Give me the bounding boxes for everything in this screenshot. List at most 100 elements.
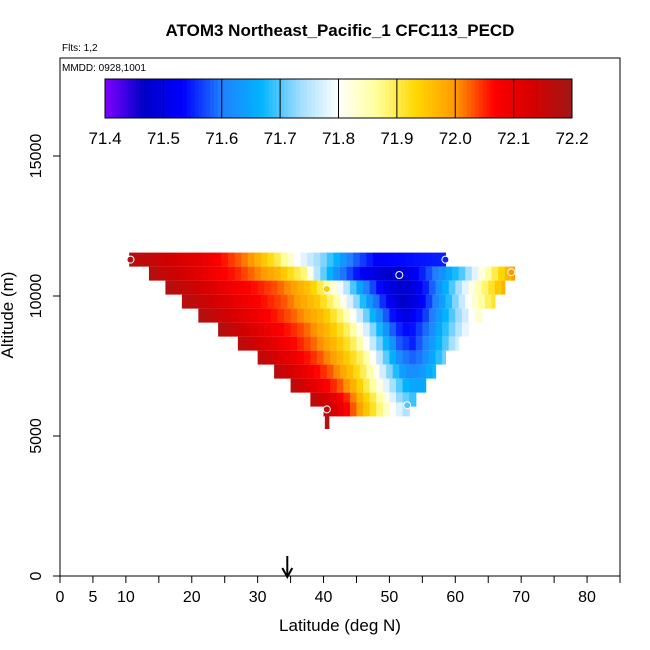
heatmap-cell [389, 322, 397, 337]
heatmap-cell [369, 350, 377, 365]
colorbar-cell [509, 79, 515, 118]
colorbar-cell [140, 79, 145, 118]
heatmap-cell [234, 294, 242, 309]
colorbar-cell [377, 79, 382, 118]
heatmap-cell [389, 336, 397, 351]
colorbar-cell [392, 79, 398, 118]
heatmap-cell [280, 266, 288, 281]
x-tick-label: 5 [88, 589, 97, 606]
heatmap-cell [389, 402, 397, 417]
heatmap-cell [386, 294, 394, 309]
heatmap-cell [343, 280, 351, 295]
heatmap-cell [353, 266, 361, 281]
heatmap-cell [303, 336, 311, 351]
heatmap-cell [330, 280, 338, 295]
heatmap-cell [376, 308, 384, 323]
heatmap-cell [320, 294, 328, 309]
heatmap-cell [270, 336, 279, 351]
heatmap-cell [324, 415, 330, 429]
heatmap-cell [181, 266, 190, 281]
heatmap-cell [452, 266, 460, 281]
heatmap-cell [284, 336, 292, 351]
colorbar-cell [525, 79, 530, 118]
heatmap-cell [389, 392, 397, 407]
heatmap-cell [277, 350, 285, 365]
heatmap-cell [349, 392, 358, 407]
colorbar-cell [221, 79, 227, 118]
heatmap-cells [129, 252, 516, 429]
heatmap-cell [419, 266, 427, 281]
heatmap-cell [257, 308, 265, 323]
heatmap-cell [369, 308, 377, 323]
heatmap-cell [254, 252, 262, 267]
colorbar-cell [190, 79, 196, 118]
colorbar-cell [132, 79, 137, 118]
heatmap-cell [379, 364, 387, 379]
heatmap-cell [461, 322, 470, 337]
colorbar-cell [416, 79, 421, 118]
heatmap-cell [148, 252, 157, 267]
y-axis: 0 5000 10000 15000 [28, 134, 60, 580]
heatmap-cell [244, 336, 252, 351]
heatmap-cell [363, 402, 371, 417]
heatmap-cell [188, 266, 196, 281]
colorbar-cell [151, 79, 157, 118]
heatmap-cell [270, 280, 279, 295]
heatmap-cell [237, 336, 246, 351]
colorbar-cell [560, 79, 565, 118]
heatmap-cell [376, 336, 384, 351]
heatmap-cell [409, 392, 417, 407]
heatmap-cell [326, 252, 335, 267]
heatmap-cell [471, 266, 479, 281]
heatmap-cell [428, 280, 437, 295]
arrow-head [281, 567, 294, 580]
heatmap-cell [343, 308, 351, 323]
colorbar-cell [295, 79, 301, 118]
heatmap-cell [376, 392, 384, 407]
heatmap-cell [442, 280, 450, 295]
heatmap-cell [484, 266, 493, 281]
colorbar-cell [529, 79, 534, 118]
x-tick-label: 80 [578, 589, 596, 606]
heatmap-cell [264, 322, 272, 337]
colorbar-cell [451, 79, 456, 118]
heatmap-cell [428, 336, 437, 351]
colorbar-cell [381, 79, 386, 118]
heatmap-cell [425, 252, 433, 267]
heatmap-cell [188, 252, 196, 267]
heatmap-cell [254, 294, 262, 309]
heatmap-cell [231, 308, 239, 323]
x-axis: 0 5 10 20 30 40 50 60 70 80 [56, 576, 621, 606]
heatmap-cell [343, 336, 351, 351]
heatmap-cell [428, 322, 437, 337]
latitude-marker-arrow [281, 556, 294, 580]
heatmap-cell [372, 294, 381, 309]
heatmap-cell [353, 294, 361, 309]
heatmap-cell [264, 308, 272, 323]
heatmap-cell [435, 322, 443, 337]
heatmap-cell [455, 336, 460, 351]
heatmap-cell [396, 322, 404, 337]
heatmap-cell [274, 266, 282, 281]
heatmap-cell [475, 308, 483, 323]
heatmap-cell [435, 336, 443, 351]
heatmap-cell [455, 280, 463, 295]
heatmap-cell [382, 402, 391, 417]
colorbar-cell [428, 79, 433, 118]
heatmap-cell [237, 308, 246, 323]
heatmap-cell [162, 266, 170, 281]
heatmap-cell [208, 294, 216, 309]
heatmap-cell [333, 364, 341, 379]
heatmap-cell [297, 336, 305, 351]
heatmap-cell [175, 252, 183, 267]
heatmap-cell [310, 378, 318, 393]
heatmap-cell [316, 392, 325, 407]
heatmap-cell [303, 378, 311, 393]
y-tick-label: 5000 [28, 418, 45, 454]
heatmap-cell [366, 266, 374, 281]
x-tick-label: 50 [381, 589, 399, 606]
colorbar-cell [455, 79, 460, 118]
heatmap-cell [303, 280, 311, 295]
heatmap-cell [221, 266, 229, 281]
heatmap-cell [356, 392, 364, 407]
